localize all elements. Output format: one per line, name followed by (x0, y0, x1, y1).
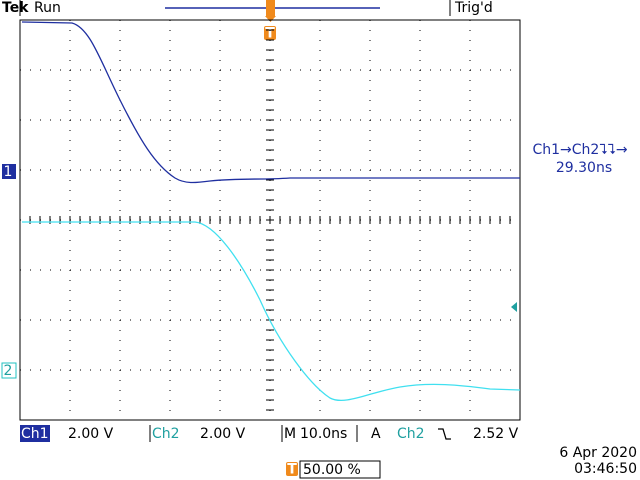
ch1-label: Ch1 (21, 426, 49, 442)
measurement-value: 29.30ns (556, 160, 612, 176)
time-prefix: M (284, 426, 296, 442)
ch2-marker (1, 362, 17, 379)
time: 03:46:50 (574, 461, 637, 477)
trigger-marker: T (265, 26, 275, 42)
ch1-trace (21, 21, 520, 184)
trigger-level-marker (511, 302, 517, 312)
ch2-scale: 2.00 V (200, 426, 246, 442)
trigger-pos-box (299, 460, 381, 479)
graticule-border (19, 19, 521, 421)
ch1-marker (2, 164, 16, 179)
ch2-trace (22, 221, 521, 402)
trigger-status: Trig'd (454, 0, 493, 16)
trigger-level: 2.52 V (473, 426, 519, 442)
brand: Tek (2, 0, 29, 16)
measurement-label: Ch1→Ch2⮧⮧→ (532, 142, 627, 158)
trigger-pos-icon (286, 462, 298, 476)
trigger-prefix: A (371, 426, 381, 442)
falling-edge-icon (438, 428, 451, 440)
ch2-marker-label: 2 (4, 363, 13, 379)
ch1-badge (20, 425, 50, 442)
trigger-pos-icon-label: T (287, 462, 297, 478)
trigger-position: 50.00 % (303, 462, 361, 478)
ch1-scale: 2.00 V (68, 426, 114, 442)
ch1-marker-label: 1 (4, 164, 13, 180)
timebase: 10.0ns (300, 426, 347, 442)
trigger-source: Ch2 (397, 426, 425, 442)
run-state: Run (34, 0, 61, 16)
date: 6 Apr 2020 (559, 445, 637, 461)
ch2-label: Ch2 (152, 426, 180, 442)
trigger-arrow (265, 16, 276, 22)
trigger-pos-box (266, 0, 275, 16)
